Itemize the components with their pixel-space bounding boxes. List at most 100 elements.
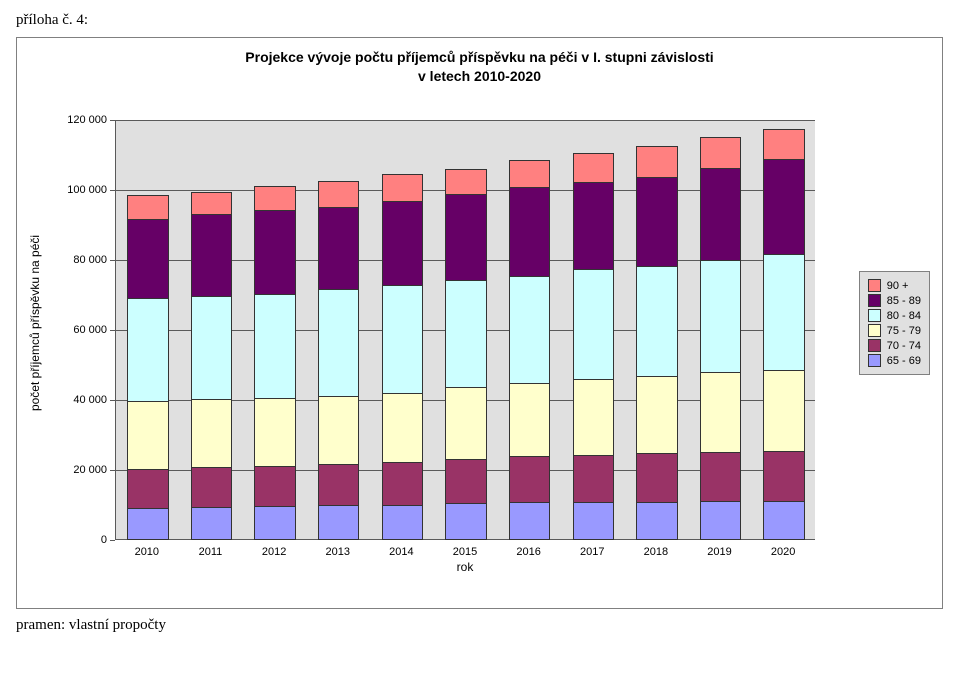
seg-90+ — [128, 196, 167, 219]
seg-80-84 — [192, 296, 231, 399]
seg-85-89 — [383, 201, 422, 285]
ytick-label: 20 000 — [73, 464, 107, 476]
footer-source: pramen: vlastní propočty — [0, 609, 959, 634]
legend-label: 85 - 89 — [887, 295, 921, 307]
seg-90+ — [192, 193, 231, 215]
seg-80-84 — [764, 254, 803, 370]
seg-90+ — [319, 182, 358, 207]
legend-label: 90 + — [887, 280, 909, 292]
ytick-mark — [110, 330, 115, 331]
ytick-label: 40 000 — [73, 394, 107, 406]
seg-80-84 — [701, 260, 740, 373]
seg-70-74 — [255, 466, 294, 506]
gridline — [115, 120, 815, 121]
seg-70-74 — [637, 453, 676, 501]
seg-90+ — [637, 147, 676, 177]
bar-2017 — [573, 153, 614, 540]
legend-swatch — [868, 354, 881, 367]
legend: 90 + 85 - 89 80 - 8475 - 79 70 - 74 65 - 69 — [859, 271, 930, 375]
seg-75-79 — [701, 372, 740, 451]
seg-65-69 — [510, 502, 549, 539]
bar-2013 — [318, 181, 359, 540]
legend-swatch — [868, 309, 881, 322]
legend-item-70-74: 70 - 74 — [868, 338, 921, 353]
legend-label: 80 - 84 — [887, 310, 921, 322]
legend-swatch — [868, 279, 881, 292]
bar-2020 — [763, 129, 804, 540]
seg-80-84 — [383, 285, 422, 394]
ytick-mark — [110, 540, 115, 541]
bar-2014 — [382, 174, 423, 540]
seg-85-89 — [637, 177, 676, 266]
seg-65-69 — [255, 506, 294, 539]
seg-70-74 — [319, 464, 358, 505]
legend-item-75-79: 75 - 79 — [868, 323, 921, 338]
xtick-label: 2010 — [135, 546, 159, 558]
seg-80-84 — [128, 298, 167, 401]
seg-70-74 — [192, 467, 231, 507]
page-header: příloha č. 4: — [0, 0, 959, 33]
seg-75-79 — [446, 387, 485, 459]
seg-70-74 — [128, 469, 167, 508]
xtick-label: 2020 — [771, 546, 795, 558]
bar-2011 — [191, 192, 232, 540]
xtick-label: 2019 — [707, 546, 731, 558]
seg-70-74 — [383, 462, 422, 505]
seg-90+ — [764, 130, 803, 160]
seg-85-89 — [128, 219, 167, 298]
seg-75-79 — [764, 370, 803, 451]
seg-65-69 — [192, 507, 231, 539]
xtick-label: 2015 — [453, 546, 477, 558]
xtick-label: 2011 — [199, 546, 223, 558]
ytick-label: 0 — [101, 534, 107, 546]
seg-70-74 — [701, 452, 740, 501]
legend-swatch — [868, 294, 881, 307]
seg-70-74 — [510, 456, 549, 502]
seg-80-84 — [255, 294, 294, 397]
seg-85-89 — [574, 182, 613, 269]
legend-label: 65 - 69 — [887, 355, 921, 367]
legend-item-90+: 90 + — [868, 278, 921, 293]
seg-90+ — [701, 138, 740, 168]
ytick-mark — [110, 190, 115, 191]
seg-65-69 — [383, 505, 422, 539]
chart-title: Projekce vývoje počtu příjemců příspěvku… — [17, 38, 942, 86]
seg-65-69 — [128, 508, 167, 540]
seg-75-79 — [510, 383, 549, 457]
seg-85-89 — [701, 168, 740, 260]
seg-80-84 — [574, 269, 613, 379]
seg-85-89 — [446, 194, 485, 280]
ytick-mark — [110, 400, 115, 401]
legend-swatch — [868, 339, 881, 352]
bar-2019 — [700, 137, 741, 540]
seg-85-89 — [255, 210, 294, 294]
seg-75-79 — [637, 376, 676, 454]
chart-title-line2: v letech 2010-2020 — [418, 68, 541, 84]
ytick-mark — [110, 260, 115, 261]
seg-65-69 — [701, 501, 740, 539]
ytick-mark — [110, 120, 115, 121]
legend-item-65-69: 65 - 69 — [868, 353, 921, 368]
bar-2016 — [509, 160, 550, 540]
chart-container: Projekce vývoje počtu příjemců příspěvku… — [16, 37, 943, 609]
seg-90+ — [383, 175, 422, 201]
seg-85-89 — [764, 159, 803, 254]
plot-region: 020 00040 00060 00080 000100 000120 0002… — [115, 120, 815, 540]
legend-label: 70 - 74 — [887, 340, 921, 352]
seg-90+ — [446, 170, 485, 195]
seg-70-74 — [764, 451, 803, 501]
xtick-label: 2018 — [644, 546, 668, 558]
seg-80-84 — [510, 276, 549, 383]
bar-2012 — [254, 186, 295, 540]
y-axis-label: počet příjemců příspěvku na péči — [28, 235, 42, 411]
bar-2018 — [636, 146, 677, 540]
ytick-label: 120 000 — [67, 114, 107, 126]
seg-80-84 — [637, 266, 676, 376]
xtick-label: 2017 — [580, 546, 604, 558]
bar-2010 — [127, 195, 168, 540]
seg-85-89 — [510, 187, 549, 276]
ytick-label: 60 000 — [73, 324, 107, 336]
seg-75-79 — [255, 398, 294, 466]
seg-85-89 — [192, 214, 231, 296]
xtick-label: 2013 — [325, 546, 349, 558]
